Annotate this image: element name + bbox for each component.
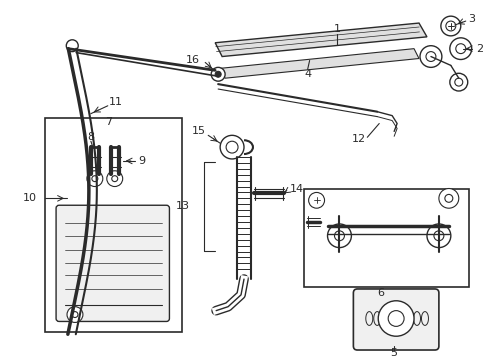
Circle shape [420,46,442,67]
Circle shape [455,78,463,86]
Circle shape [335,231,344,241]
Circle shape [309,193,324,208]
Text: 12: 12 [351,134,366,144]
Circle shape [215,71,221,77]
Text: 2: 2 [476,44,483,54]
Text: 4: 4 [304,69,311,79]
Circle shape [72,312,78,318]
Circle shape [87,171,103,186]
Circle shape [446,21,456,31]
Circle shape [66,40,78,51]
Text: 16: 16 [185,55,199,66]
Circle shape [427,224,451,248]
Text: 13: 13 [176,201,190,211]
Circle shape [220,135,244,159]
FancyBboxPatch shape [56,205,170,321]
Text: 14: 14 [290,184,304,194]
Circle shape [450,38,472,59]
Circle shape [434,231,444,241]
Circle shape [226,141,238,153]
Circle shape [445,194,453,202]
Text: 15: 15 [192,126,206,136]
Circle shape [456,44,466,54]
Text: 5: 5 [391,348,398,358]
Circle shape [112,176,118,181]
Bar [304,189,469,287]
Text: 11: 11 [109,97,123,107]
Circle shape [67,307,83,323]
Text: 3: 3 [468,14,475,24]
Text: 10: 10 [23,193,37,203]
Text: 7: 7 [105,117,112,126]
Polygon shape [220,49,419,78]
Circle shape [327,224,351,248]
Bar [45,118,182,332]
Circle shape [378,301,414,336]
Circle shape [439,189,459,208]
Text: 9: 9 [139,156,146,166]
Text: 8: 8 [87,132,95,142]
Circle shape [388,311,404,327]
Polygon shape [215,23,427,57]
Circle shape [92,176,98,181]
Circle shape [107,171,122,186]
Circle shape [450,73,468,91]
FancyBboxPatch shape [353,289,439,350]
Circle shape [426,51,436,62]
Text: 1: 1 [334,24,341,34]
Circle shape [441,16,461,36]
Circle shape [211,67,225,81]
Text: 6: 6 [378,288,385,298]
